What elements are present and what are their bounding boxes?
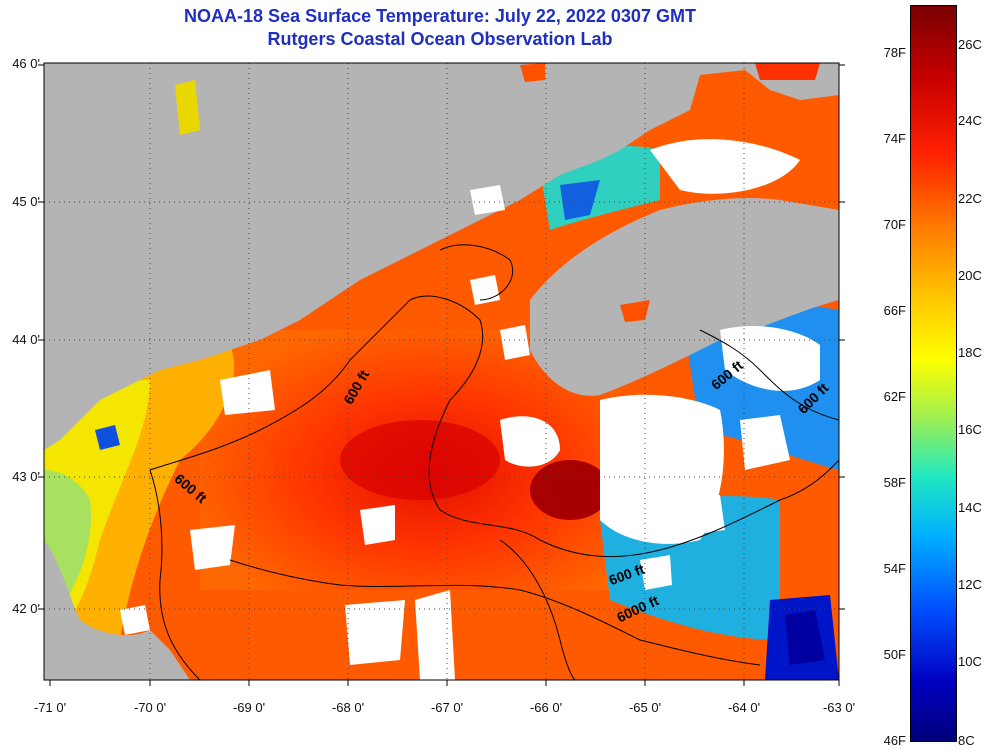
map-frame: [43, 62, 840, 681]
map-title: NOAA-18 Sea Surface Temperature: July 22…: [184, 6, 696, 26]
map-subtitle: Rutgers Coastal Ocean Observation Lab: [267, 29, 613, 49]
scale-label-f: 58F: [883, 475, 906, 490]
scale-label-c: 26C: [958, 37, 982, 52]
scale-label-c: 8C: [958, 733, 975, 748]
scale-label-f: 66F: [883, 303, 906, 318]
scale-label-f: 54F: [883, 561, 906, 576]
scale-label-c: 24C: [958, 113, 982, 128]
axis-ticks: [38, 64, 845, 686]
lon-label-64: -64 0': [727, 700, 761, 715]
scale-label-f: 62F: [883, 389, 906, 404]
map-plot-area: 600 ft 600 ft 600 ft 600 ft 600 ft 6000 …: [44, 63, 839, 680]
lon-label-71: -71 0': [33, 700, 67, 715]
lon-label-66: -66 0': [529, 700, 563, 715]
temperature-colorbar: [910, 5, 957, 742]
hot-spot: [530, 460, 610, 520]
hot-patch: [340, 420, 500, 500]
scale-label-c: 18C: [958, 345, 982, 360]
lon-label-63: -63 0': [822, 700, 856, 715]
cold-pool-core: [785, 610, 825, 665]
bathymetry-contours: [149, 244, 839, 680]
lon-label-67: -67 0': [430, 700, 464, 715]
lon-label-68: -68 0': [331, 700, 365, 715]
lon-label-70: -70 0': [133, 700, 167, 715]
scale-label-f: 50F: [883, 647, 906, 662]
lat-label-46: 46 0': [12, 56, 40, 71]
scale-label-c: 10C: [958, 654, 982, 669]
scale-label-c: 14C: [958, 500, 982, 515]
scale-label-f: 78F: [883, 45, 906, 60]
fundy-cold-patch: [560, 180, 600, 220]
scale-label-f: 70F: [883, 217, 906, 232]
scale-label-f: 46F: [883, 733, 906, 748]
scale-label-f: 74F: [883, 131, 906, 146]
land-nova-scotia: [530, 198, 839, 396]
lon-label-69: -69 0': [232, 700, 266, 715]
lat-label-45: 45 0': [12, 194, 40, 209]
land-maine-new-brunswick: [44, 63, 839, 450]
scale-label-c: 12C: [958, 577, 982, 592]
inland-patch: [755, 63, 820, 80]
lat-label-43: 43 0': [12, 469, 40, 484]
inland-patch: [620, 300, 650, 322]
inland-patch: [520, 63, 545, 82]
lat-label-42: 42 0': [12, 601, 40, 616]
lon-label-65: -65 0': [628, 700, 662, 715]
inland-patch: [175, 80, 200, 135]
scale-label-c: 22C: [958, 191, 982, 206]
scale-label-c: 20C: [958, 268, 982, 283]
lat-label-44: 44 0': [12, 332, 40, 347]
scale-label-c: 16C: [958, 422, 982, 437]
cold-patch-coast: [95, 425, 120, 450]
land-cape-cod: [44, 540, 190, 680]
